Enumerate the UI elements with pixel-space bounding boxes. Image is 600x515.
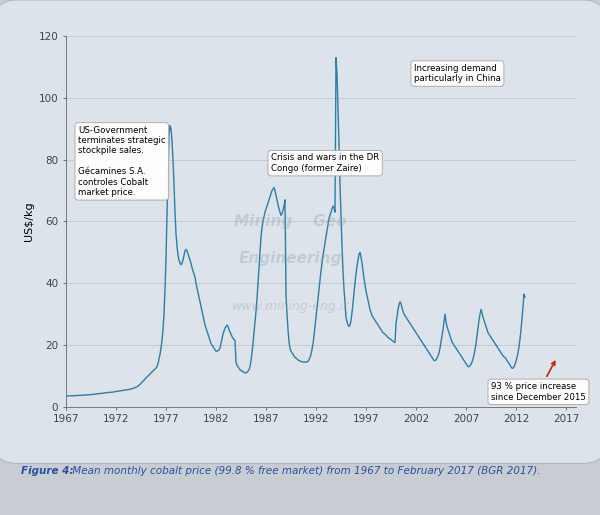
Text: Figure 4:: Figure 4: [21,466,74,476]
Text: US-Government
terminates strategic
stockpile sales.

Gécamines S.A.
controles Co: US-Government terminates strategic stock… [78,126,166,197]
Y-axis label: US$/kg: US$/kg [25,202,34,241]
Text: Mining    Geo: Mining Geo [234,214,347,229]
Text: Mean monthly cobalt price (99.8 % free market) from 1967 to February 2017 (BGR 2: Mean monthly cobalt price (99.8 % free m… [69,466,541,476]
Text: www.mining-eng.ir: www.mining-eng.ir [232,300,349,313]
Text: Crisis and wars in the DR
Congo (former Zaire): Crisis and wars in the DR Congo (former … [271,153,379,173]
Text: 93 % price increase
since December 2015: 93 % price increase since December 2015 [491,362,586,402]
Text: Engineering: Engineering [239,251,342,266]
Text: Increasing demand
particularly in China: Increasing demand particularly in China [414,64,501,83]
